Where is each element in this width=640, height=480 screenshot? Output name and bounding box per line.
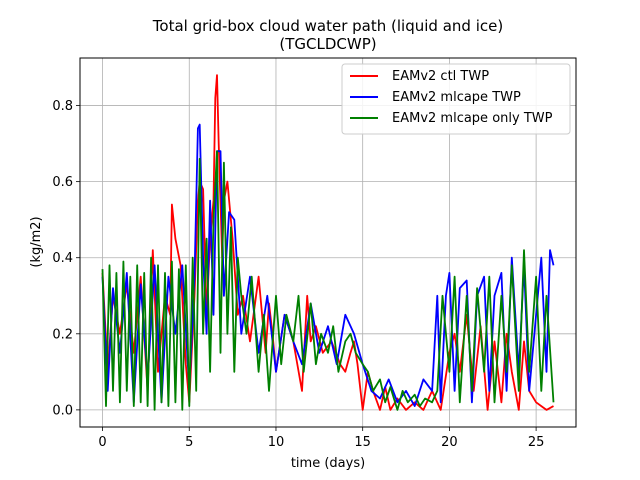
x-tick-label: 20 — [441, 435, 458, 450]
legend: EAMv2 ctl TWP EAMv2 mlcape TWP EAMv2 mlc… — [341, 63, 571, 135]
series-line-mlcape-only — [101, 150, 555, 411]
legend-label-mlcape: EAMv2 mlcape TWP — [392, 90, 521, 105]
x-tick-label: 10 — [268, 435, 285, 450]
legend-label-mlcape-only: EAMv2 mlcape only TWP — [392, 111, 553, 126]
x-axis-ticks: 0 5 10 15 20 25 — [98, 427, 544, 450]
x-axis-label: time (days) — [291, 456, 365, 471]
series-layer — [101, 74, 555, 411]
x-tick-label: 5 — [185, 435, 193, 450]
y-tick-label: 0.8 — [52, 99, 73, 114]
y-axis-label: (kg/m2) — [29, 216, 44, 267]
x-tick-label: 25 — [528, 435, 545, 450]
y-tick-label: 0.4 — [52, 251, 73, 266]
plot-area-frame — [79, 57, 577, 428]
y-tick-label: 0.6 — [52, 175, 73, 190]
y-tick-label: 0.0 — [52, 403, 73, 418]
y-axis-ticks: 0.0 0.2 0.4 0.6 0.8 — [52, 99, 80, 418]
chart-title: Total grid-box cloud water path (liquid … — [152, 17, 503, 35]
x-tick-label: 0 — [98, 435, 106, 450]
x-tick-label: 15 — [354, 435, 371, 450]
chart-subtitle: (TGCLDCWP) — [279, 35, 376, 53]
legend-frame — [341, 63, 571, 135]
legend-label-ctl: EAMv2 ctl TWP — [392, 69, 489, 84]
y-tick-label: 0.2 — [52, 327, 73, 342]
